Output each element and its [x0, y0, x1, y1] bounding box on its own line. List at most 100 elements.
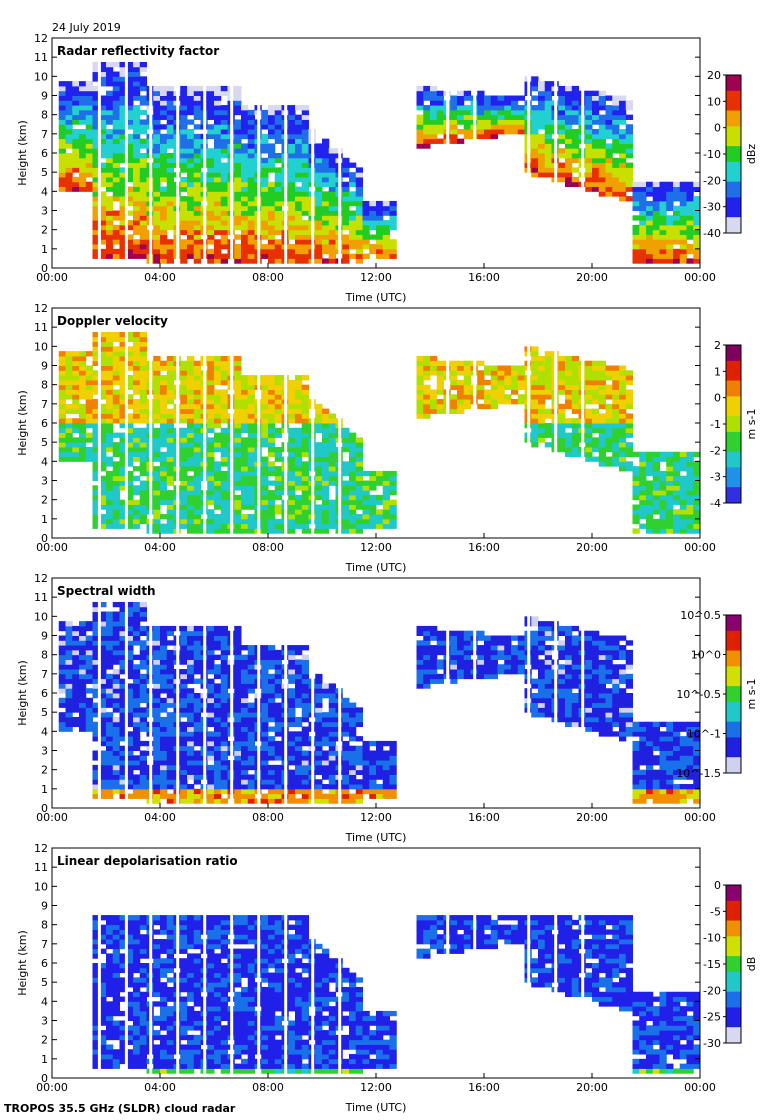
- heatmap-cell: [686, 499, 694, 505]
- heatmap-cell: [389, 220, 397, 226]
- heatmap-cell: [612, 408, 620, 414]
- heatmap-cell: [133, 413, 141, 419]
- heatmap-cell: [214, 186, 222, 192]
- heatmap-cell: [376, 253, 384, 259]
- heatmap-cell: [268, 518, 276, 525]
- heatmap-cell: [193, 432, 201, 438]
- heatmap-cell: [274, 157, 282, 164]
- heatmap-cell: [119, 774, 127, 780]
- heatmap-cell: [153, 649, 161, 656]
- heatmap-cell: [180, 654, 188, 660]
- heatmap-cell: [72, 133, 80, 140]
- heatmap-cell: [592, 119, 600, 125]
- heatmap-cell: [153, 688, 161, 694]
- heatmap-cell: [632, 215, 640, 221]
- heatmap-cell: [592, 157, 600, 164]
- heatmap-cell: [193, 394, 201, 400]
- heatmap-cell: [301, 427, 309, 434]
- heatmap-cell: [234, 451, 242, 458]
- heatmap-cell: [234, 360, 242, 366]
- heatmap-cell: [301, 375, 309, 381]
- heatmap-cell: [274, 114, 282, 120]
- heatmap-cell: [187, 716, 195, 723]
- heatmap-cell: [619, 114, 627, 120]
- heatmap-cell: [355, 205, 363, 211]
- heatmap-cell: [126, 253, 134, 259]
- heatmap-cell: [679, 480, 687, 486]
- heatmap-cell: [328, 427, 336, 434]
- heatmap-cell: [625, 162, 633, 168]
- heatmap-cell: [247, 196, 255, 202]
- heatmap-cell: [362, 234, 370, 240]
- heatmap-cell: [301, 518, 309, 525]
- heatmap-cell: [295, 124, 303, 130]
- heatmap-cell: [153, 499, 161, 505]
- heatmap-cell: [477, 95, 485, 101]
- heatmap-cell: [612, 375, 620, 381]
- heatmap-cell: [686, 205, 694, 211]
- heatmap-cell: [92, 133, 100, 140]
- heatmap-cell: [65, 408, 73, 414]
- heatmap-cell: [612, 413, 620, 419]
- heatmap-cell: [207, 451, 215, 458]
- heatmap-cell: [126, 774, 134, 780]
- heatmap-cell: [234, 100, 242, 106]
- heatmap-cell: [166, 167, 174, 173]
- heatmap-cell: [538, 432, 546, 438]
- heatmap-cell: [268, 181, 276, 188]
- heatmap-cell: [139, 707, 147, 713]
- colorbar-segment: [726, 392, 741, 397]
- heatmap-cell: [234, 514, 242, 520]
- heatmap-cell: [153, 129, 161, 135]
- heatmap-cell: [598, 370, 606, 376]
- heatmap-cell: [126, 442, 134, 448]
- heatmap-cell: [106, 239, 114, 245]
- heatmap-cell: [106, 355, 114, 362]
- heatmap-cell: [241, 403, 249, 410]
- heatmap-cell: [322, 427, 330, 434]
- heatmap-cell: [261, 157, 269, 164]
- heatmap-cell: [119, 601, 127, 608]
- heatmap-cell: [301, 490, 309, 496]
- heatmap-cell: [686, 528, 694, 534]
- heatmap-cell: [605, 181, 613, 188]
- heatmap-cell: [342, 446, 350, 453]
- heatmap-cell: [639, 258, 647, 264]
- heatmap-cell: [274, 196, 282, 202]
- heatmap-cell: [85, 649, 93, 656]
- y-tick-label: 3: [41, 475, 48, 488]
- heatmap-cell: [207, 528, 215, 534]
- heatmap-cell: [355, 485, 363, 491]
- heatmap-cell: [369, 523, 377, 529]
- heatmap-cell: [58, 399, 66, 405]
- heatmap-cell: [382, 518, 390, 525]
- heatmap-cell: [632, 480, 640, 486]
- heatmap-cell: [180, 707, 188, 713]
- heatmap-cell: [193, 470, 201, 477]
- heatmap-cell: [592, 375, 600, 381]
- heatmap-cell: [241, 514, 249, 520]
- heatmap-cell: [315, 224, 323, 231]
- heatmap-cell: [139, 726, 147, 732]
- heatmap-cell: [85, 446, 93, 453]
- heatmap-cell: [112, 611, 120, 617]
- heatmap-cell: [139, 76, 147, 82]
- heatmap-cell: [139, 721, 147, 728]
- heatmap-cell: [180, 176, 188, 183]
- heatmap-cell: [126, 167, 134, 173]
- y-tick-label: 11: [34, 321, 48, 334]
- heatmap-cell: [193, 109, 201, 116]
- heatmap-cell: [106, 399, 114, 405]
- heatmap-cell: [598, 403, 606, 410]
- heatmap-cell: [268, 437, 276, 443]
- heatmap-cell: [295, 394, 303, 400]
- heatmap-cell: [274, 523, 282, 529]
- heatmap-cell: [274, 418, 282, 424]
- heatmap-cell: [207, 186, 215, 192]
- heatmap-cell: [342, 234, 350, 240]
- heatmap-cell: [139, 239, 147, 245]
- heatmap-cell: [166, 224, 174, 231]
- heatmap-cell: [79, 625, 87, 632]
- heatmap-cell: [450, 399, 458, 405]
- heatmap-cell: [139, 379, 147, 386]
